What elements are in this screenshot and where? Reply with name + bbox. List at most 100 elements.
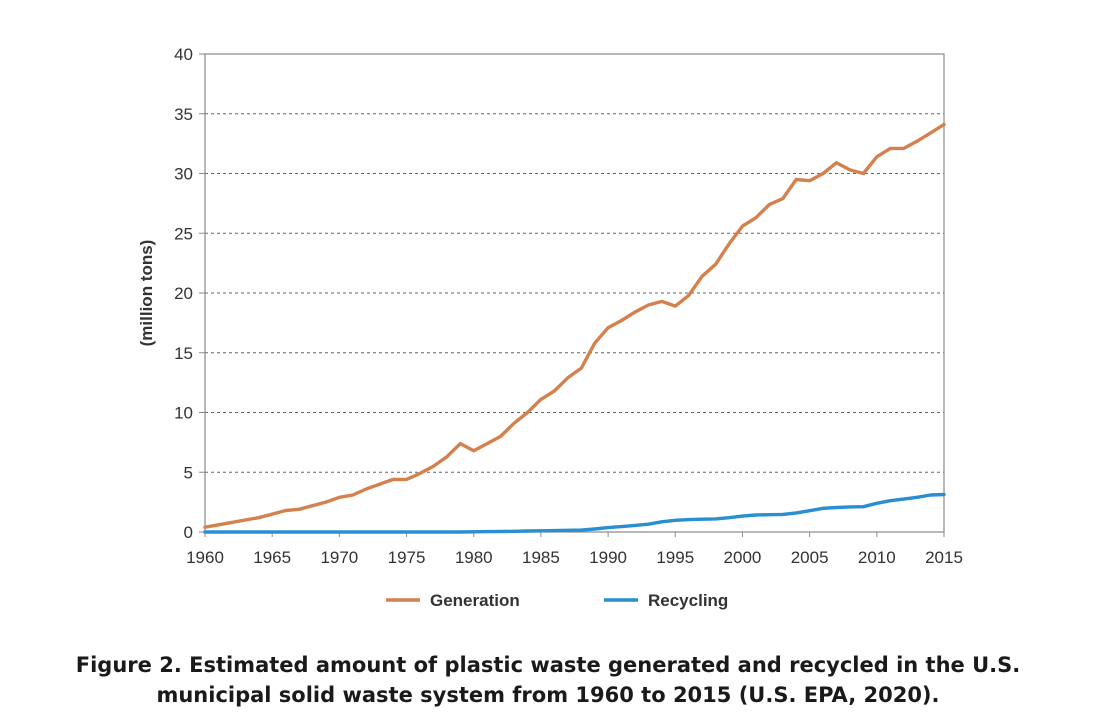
y-tick-label: 35 [174, 105, 193, 124]
y-tick-label: 30 [174, 165, 193, 184]
data-point-generation [337, 495, 341, 499]
data-point-generation [391, 477, 395, 481]
data-point-generation [512, 421, 516, 425]
data-point-generation [257, 516, 261, 520]
data-point-recycling [445, 530, 449, 534]
data-point-generation [579, 366, 583, 370]
data-point-recycling [593, 527, 597, 531]
data-point-generation [633, 310, 637, 314]
data-point-generation [848, 168, 852, 172]
data-point-generation [915, 139, 919, 143]
data-point-recycling [552, 529, 556, 533]
data-point-generation [942, 123, 946, 126]
y-tick-label: 25 [174, 224, 193, 243]
data-point-recycling [391, 530, 395, 534]
y-tick-label: 20 [174, 284, 193, 303]
data-point-recycling [337, 530, 341, 534]
series-layer [203, 122, 946, 534]
data-point-recycling [472, 530, 476, 534]
data-point-generation [311, 504, 314, 508]
data-point-generation [405, 477, 408, 481]
data-point-generation [727, 242, 731, 246]
data-point-recycling [754, 513, 758, 517]
data-point-generation [526, 411, 529, 414]
data-point-recycling [808, 509, 812, 513]
data-point-generation [472, 449, 476, 453]
data-point-generation [875, 155, 879, 159]
data-point-recycling [351, 530, 355, 534]
series-recycling [203, 492, 946, 534]
data-point-recycling [526, 529, 529, 533]
series-line-recycling [203, 492, 946, 534]
data-point-recycling [741, 514, 744, 518]
x-tick-label: 1985 [522, 548, 560, 567]
data-point-recycling [485, 530, 489, 534]
data-point-recycling [848, 505, 852, 509]
y-tick-label: 40 [174, 45, 193, 64]
x-axis-ticks: 1960 1965 1970 1975 1980 1985 1990 1995 2000 2005… [186, 532, 963, 567]
data-point-generation [593, 341, 597, 345]
data-point-recycling [888, 499, 892, 503]
data-point-generation [741, 224, 744, 228]
legend-item-generation: Generation [386, 591, 520, 610]
y-tick-label: 0 [184, 523, 193, 542]
y-axis-title: (million tons) [137, 240, 156, 347]
data-point-recycling [687, 518, 691, 522]
data-point-generation [646, 303, 650, 307]
legend-label: Recycling [648, 591, 728, 610]
x-tick-label: 1995 [656, 548, 694, 567]
x-tick-label: 2015 [925, 548, 963, 567]
data-point-recycling [257, 530, 261, 534]
x-tick-label: 1960 [186, 548, 224, 567]
data-point-recycling [633, 523, 637, 527]
data-point-recycling [405, 530, 408, 534]
data-point-generation [230, 520, 234, 524]
data-point-generation [620, 319, 623, 322]
data-point-recycling [875, 501, 879, 505]
x-tick-label: 2010 [858, 548, 896, 567]
data-point-generation [216, 523, 220, 527]
data-point-generation [297, 507, 301, 511]
figure-caption: Figure 2. Estimated amount of plastic wa… [0, 650, 1096, 710]
x-tick-label: 1990 [589, 548, 627, 567]
data-point-recycling [539, 529, 543, 533]
data-point-generation [660, 299, 664, 303]
data-point-generation [458, 442, 462, 446]
data-point-recycling [499, 530, 503, 533]
caption-line-1: Figure 2. Estimated amount of plastic wa… [75, 653, 1021, 677]
data-point-generation [781, 197, 785, 201]
data-point-recycling [767, 513, 771, 517]
legend-label: Generation [430, 591, 520, 610]
data-point-recycling [512, 529, 516, 533]
data-point-recycling [243, 530, 247, 534]
data-point-generation [700, 274, 704, 278]
data-point-recycling [284, 530, 288, 534]
data-point-generation [808, 179, 812, 183]
line-chart: 0 5 10 15 20 25 30 35 40 1960 1965 1970 1975 1980 198… [137, 45, 963, 610]
data-point-generation [673, 304, 677, 308]
data-point-recycling [579, 528, 583, 532]
data-point-recycling [902, 497, 906, 501]
y-tick-label: 5 [184, 463, 193, 482]
data-point-recycling [821, 506, 825, 510]
data-point-recycling [203, 530, 207, 534]
data-point-generation [566, 376, 570, 380]
data-point-generation [324, 500, 328, 504]
data-point-recycling [297, 530, 301, 534]
x-tick-label: 1965 [253, 548, 291, 567]
data-point-generation [485, 442, 489, 446]
data-point-generation [270, 512, 274, 516]
data-point-recycling [418, 530, 422, 534]
y-tick-label: 15 [174, 344, 193, 363]
x-tick-label: 1970 [320, 548, 358, 567]
data-point-recycling [566, 528, 570, 532]
data-point-generation [687, 293, 691, 297]
x-tick-label: 1975 [388, 548, 426, 567]
data-point-recycling [378, 530, 382, 534]
data-point-recycling [270, 530, 274, 534]
data-point-recycling [646, 522, 650, 526]
data-point-generation [418, 471, 422, 475]
data-point-recycling [364, 530, 368, 534]
data-point-recycling [606, 526, 610, 530]
data-point-generation [821, 172, 825, 175]
